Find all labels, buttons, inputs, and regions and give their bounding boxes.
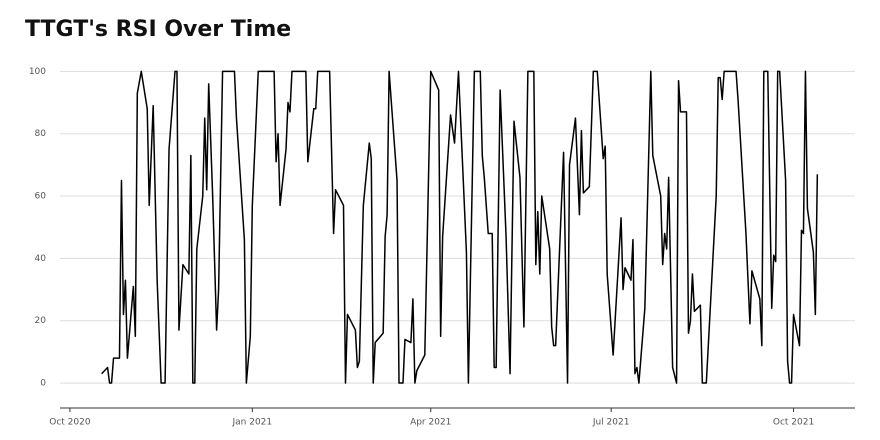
x-tick-label: Apr 2021 bbox=[410, 418, 451, 428]
x-tick-label: Jan 2021 bbox=[231, 418, 272, 428]
x-tick-label: Jul 2021 bbox=[592, 418, 630, 428]
y-tick-label: 0 bbox=[40, 379, 46, 389]
rsi-line bbox=[101, 70, 819, 384]
x-tick-label: Oct 2020 bbox=[49, 418, 91, 428]
y-tick-label: 40 bbox=[35, 254, 47, 264]
y-tick-label: 60 bbox=[35, 192, 47, 202]
chart-title: TTGT's RSI Over Time bbox=[25, 17, 291, 42]
y-tick-label: 100 bbox=[29, 67, 46, 77]
y-tick-label: 80 bbox=[35, 129, 47, 139]
x-tick-label: Oct 2021 bbox=[773, 418, 814, 428]
y-tick-label: 20 bbox=[35, 316, 47, 326]
